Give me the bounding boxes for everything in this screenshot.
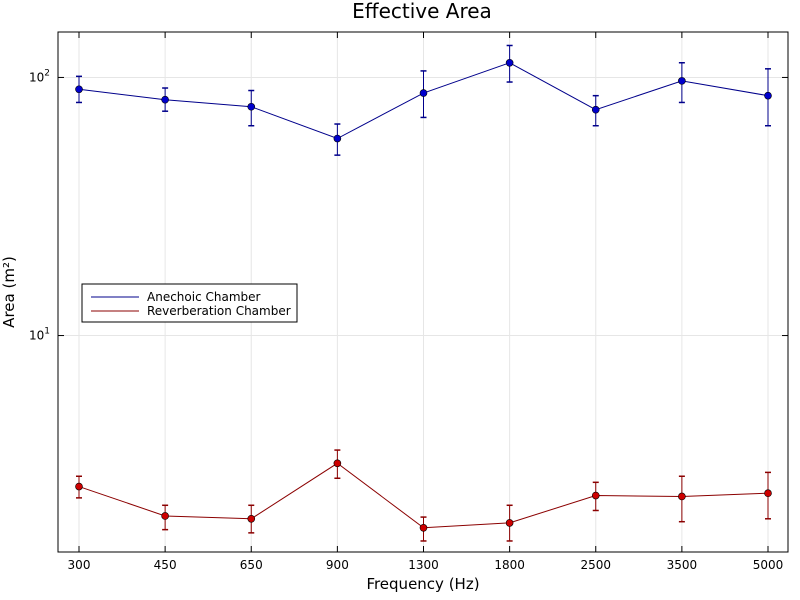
- data-point: [764, 91, 772, 100]
- data-point: [247, 102, 256, 111]
- data-point: [591, 491, 600, 500]
- x-tick-label: 900: [326, 558, 349, 572]
- data-point: [161, 512, 169, 520]
- y-tick-label: 102: [29, 68, 50, 84]
- data-point: [419, 523, 428, 532]
- x-tick-label: 650: [240, 558, 263, 572]
- x-tick-label: 2500: [580, 558, 611, 572]
- legend-label: Anechoic Chamber: [147, 290, 261, 304]
- x-tick-label: 300: [68, 558, 91, 572]
- x-axis-ticks: 300 450 650 900 1300 1800 2500 3500 5000: [68, 32, 784, 572]
- data-point: [75, 85, 83, 94]
- legend-label: Reverberation Chamber: [147, 304, 291, 318]
- chart-title: Effective Area: [352, 0, 492, 23]
- data-point: [505, 58, 514, 67]
- y-axis-label: Area (m²): [0, 256, 18, 328]
- data-point: [505, 519, 514, 527]
- series-anechoic-chamber: [75, 44, 772, 156]
- x-axis-label: Frequency (Hz): [366, 575, 479, 593]
- data-point: [419, 89, 428, 97]
- data-point: [247, 514, 256, 523]
- series-reverberation-chamber: [75, 449, 772, 542]
- x-tick-label: 5000: [753, 558, 784, 572]
- series-layer: [75, 44, 772, 542]
- data-point: [678, 77, 686, 85]
- data-point: [591, 105, 600, 114]
- y-axis-ticks: 101 102: [29, 68, 788, 343]
- y-tick-label: 101: [29, 327, 50, 343]
- data-point: [161, 95, 169, 104]
- x-tick-label: 3500: [667, 558, 698, 572]
- data-point: [333, 134, 342, 143]
- data-point: [333, 459, 342, 468]
- x-tick-label: 1800: [494, 558, 525, 572]
- data-point: [75, 482, 83, 491]
- x-tick-label: 1300: [408, 558, 439, 572]
- legend-box: [81, 283, 298, 323]
- data-point: [678, 492, 686, 501]
- data-point: [764, 489, 772, 498]
- x-tick-label: 450: [154, 558, 177, 572]
